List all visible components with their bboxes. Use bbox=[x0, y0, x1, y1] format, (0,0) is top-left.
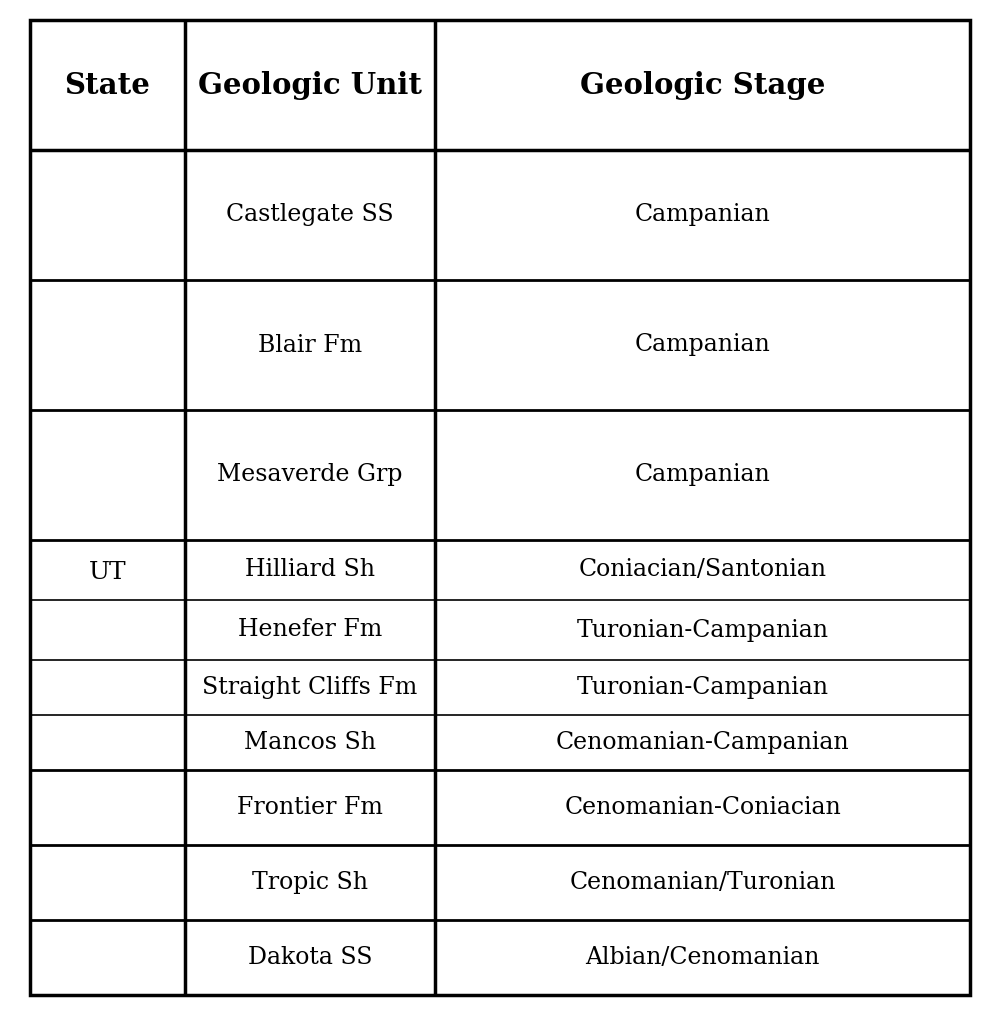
Text: Campanian: Campanian bbox=[635, 463, 770, 487]
Text: Dakota SS: Dakota SS bbox=[248, 946, 372, 969]
Text: Turonian-Campanian: Turonian-Campanian bbox=[576, 619, 828, 641]
Text: Coniacian/Santonian: Coniacian/Santonian bbox=[578, 559, 826, 581]
Text: Albian/Cenomanian: Albian/Cenomanian bbox=[585, 946, 820, 969]
Text: Geologic Stage: Geologic Stage bbox=[580, 71, 825, 99]
Text: Frontier Fm: Frontier Fm bbox=[237, 796, 383, 819]
Text: UT: UT bbox=[89, 561, 126, 584]
Text: Campanian: Campanian bbox=[635, 333, 770, 356]
Text: Mesaverde Grp: Mesaverde Grp bbox=[217, 463, 403, 487]
Text: Tropic Sh: Tropic Sh bbox=[252, 871, 368, 894]
Text: Mancos Sh: Mancos Sh bbox=[244, 731, 376, 754]
Text: State: State bbox=[65, 71, 150, 99]
Text: Geologic Unit: Geologic Unit bbox=[198, 71, 422, 99]
Text: Turonian-Campanian: Turonian-Campanian bbox=[576, 676, 828, 699]
Text: Cenomanian-Coniacian: Cenomanian-Coniacian bbox=[564, 796, 841, 819]
Text: Cenomanian-Campanian: Cenomanian-Campanian bbox=[556, 731, 849, 754]
Text: Cenomanian/Turonian: Cenomanian/Turonian bbox=[569, 871, 836, 894]
Text: Castlegate SS: Castlegate SS bbox=[226, 204, 394, 226]
Text: Hilliard Sh: Hilliard Sh bbox=[245, 559, 375, 581]
Text: Henefer Fm: Henefer Fm bbox=[238, 619, 382, 641]
Text: Straight Cliffs Fm: Straight Cliffs Fm bbox=[202, 676, 418, 699]
Text: Campanian: Campanian bbox=[635, 204, 770, 226]
Text: Blair Fm: Blair Fm bbox=[258, 333, 362, 356]
